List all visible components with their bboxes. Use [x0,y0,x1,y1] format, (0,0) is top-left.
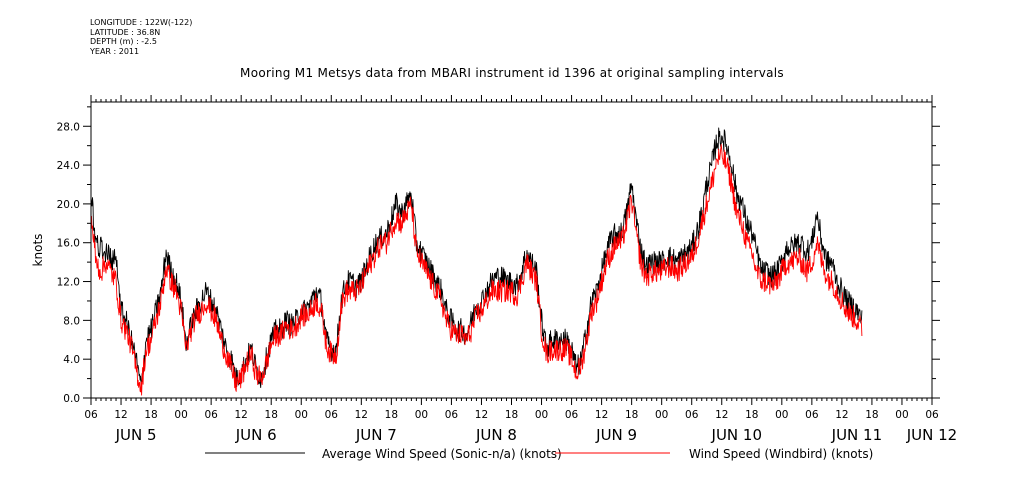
labels-layer: 0.0 4.0 8.0 12.0 16.0 20.0 24.0 28.0 knots 06 12 18… [31,121,957,444]
legend-label-windbird: Wind Speed (Windbird) (knots) [689,447,873,461]
year-label: YEAR : 2011 [90,46,140,56]
legend-label-average: Average Wind Speed (Sonic-n/a) (knots) [322,447,562,461]
x-hour-label: 06 [805,409,819,421]
x-date-label: JUN 9 [595,426,637,444]
series-line-windbird-wind-speed [90,143,863,396]
series-layer [90,127,863,396]
x-hour-label: 12 [114,409,127,421]
x-hour-label: 12 [355,409,368,421]
y-tick-label: 20.0 [57,199,80,211]
latitude-label: LATITUDE : 36.8N [90,27,161,37]
x-hour-label: 00 [174,409,187,421]
x-hour-label: 00 [535,409,548,421]
series-line-average-wind-speed [90,127,863,389]
plot-frame [90,101,933,399]
y-tick-label: 28.0 [57,121,80,133]
x-hour-label: 18 [865,409,878,421]
depth-label: DEPTH (m) : -2.5 [90,37,157,47]
x-hour-label: 06 [325,409,339,421]
axes-layer [83,95,940,405]
x-hour-label: 00 [295,409,308,421]
y-tick-label: 16.0 [57,238,80,250]
x-hour-label: 12 [835,409,848,421]
legend-layer: Average Wind Speed (Sonic-n/a) (knots) Wi… [205,447,873,461]
x-hour-label: 06 [565,409,579,421]
x-hour-label: 06 [84,409,98,421]
x-hour-label: 00 [895,409,908,421]
x-hour-label: 18 [745,409,758,421]
x-date-label: JUN 8 [475,426,517,444]
x-hour-label: 12 [475,409,488,421]
y-tick-label: 24.0 [57,160,80,172]
x-hour-label: 06 [685,409,699,421]
x-hour-label: 00 [775,409,788,421]
x-hour-label: 12 [234,409,247,421]
x-date-label: JUN 11 [831,426,882,444]
x-hour-label: 18 [625,409,638,421]
x-hour-label: 18 [505,409,518,421]
x-date-label: JUN 10 [711,426,762,444]
x-date-label: JUN 12 [906,426,957,444]
x-hour-label: 18 [265,409,278,421]
y-axis-title: knots [31,234,45,267]
x-date-label: JUN 6 [235,426,277,444]
x-hour-label: 18 [385,409,398,421]
chart-title: Mooring M1 Metsys data from MBARI instru… [240,66,784,80]
x-hour-label: 06 [925,409,939,421]
y-tick-label: 12.0 [57,277,80,289]
y-tick-label: 8.0 [63,315,80,327]
longitude-label: LONGITUDE : 122W(-122) [90,18,193,27]
x-hour-label: 12 [595,409,608,421]
mooring-metadata: LONGITUDE : 122W(-122) LATITUDE : 36.8N … [90,18,192,56]
x-hour-label: 06 [204,409,218,421]
y-tick-label: 4.0 [63,354,80,366]
y-tick-label: 0.0 [63,393,80,405]
x-hour-label: 06 [445,409,459,421]
x-hour-label: 00 [655,409,668,421]
x-date-label: JUN 7 [355,426,397,444]
x-hour-label: 18 [144,409,157,421]
x-hour-label: 12 [715,409,728,421]
x-hour-label: 00 [415,409,428,421]
x-date-label: JUN 5 [115,426,157,444]
